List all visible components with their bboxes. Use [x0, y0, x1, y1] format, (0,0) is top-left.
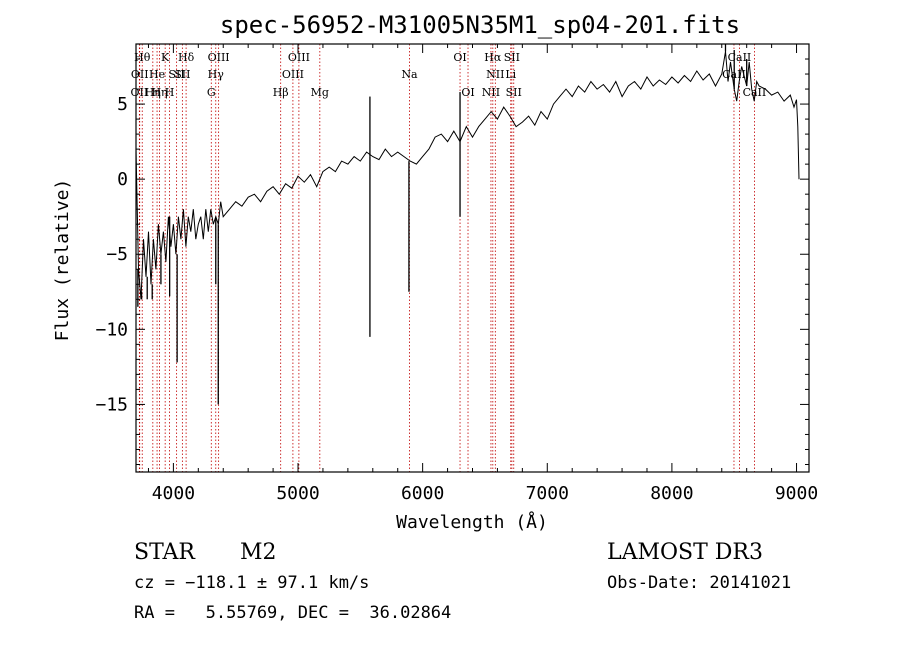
marker-label: G [207, 86, 216, 99]
y-tick-label: −5 [106, 244, 128, 265]
line-markers [138, 44, 755, 472]
star-class-label: STAR [134, 540, 195, 565]
chart-title: spec-56952-M31005N35M1_sp04-201.fits [220, 11, 740, 39]
marker-label: SII [174, 68, 190, 81]
y-tick-label: 5 [117, 94, 128, 115]
marker-label: Hα [484, 51, 502, 64]
marker-label: OI [453, 51, 466, 64]
x-tick-label: 9000 [775, 483, 818, 504]
star-subclass-label: M2 [240, 540, 277, 565]
x-tick-label: 5000 [276, 483, 319, 504]
obs-date-readout: Obs-Date: 20141021 [607, 573, 792, 593]
x-tick-label: 8000 [650, 483, 693, 504]
marker-label: SII [169, 68, 185, 81]
marker-label: Mg [311, 86, 329, 99]
marker-label: NII [486, 68, 504, 81]
marker-label: Na [401, 68, 418, 81]
marker-label: Hη [145, 86, 161, 99]
marker-label: OIII [208, 51, 230, 64]
survey-label: LAMOST DR3 [607, 540, 763, 565]
marker-label: Hδ [178, 51, 195, 64]
marker-label: CaII [743, 86, 767, 99]
line-marker-labels: OIIOIIHθHηHeHηKHSIISIIHδGHγOIIIHβOIIIOII… [131, 51, 767, 99]
coordinates-readout: RA = 5.55769, DEC = 36.02864 [134, 603, 452, 623]
marker-label: SII [504, 51, 520, 64]
marker-label: OIII [288, 51, 310, 64]
marker-label: Hη [151, 86, 167, 99]
y-axis-ticks: −15 −10 −5 0 5 [95, 43, 809, 465]
marker-label: Hβ [273, 86, 289, 99]
marker-label: K [161, 51, 170, 64]
marker-label: Hγ [208, 68, 225, 81]
y-tick-label: 0 [117, 169, 128, 190]
plot-frame [135, 43, 810, 473]
spectrum-line-group [135, 44, 800, 405]
x-tick-label: 4000 [152, 483, 195, 504]
marker-label: OIII [282, 68, 304, 81]
x-tick-label: 6000 [401, 483, 444, 504]
marker-label: Li [505, 68, 516, 81]
x-tick-label: 7000 [526, 483, 569, 504]
marker-label: OII [131, 86, 149, 99]
marker-label: H [165, 86, 175, 99]
marker-label: Hθ [134, 51, 151, 64]
y-tick-label: −10 [95, 319, 128, 340]
x-axis-label: Wavelength (Å) [396, 511, 548, 533]
marker-label: CaII [728, 51, 752, 64]
y-axis-label: Flux (relative) [52, 179, 73, 342]
spectrum-line [135, 51, 800, 300]
y-tick-label: −15 [95, 394, 128, 415]
marker-label: He [149, 68, 165, 81]
marker-label: NII [482, 86, 500, 99]
marker-label: OI [461, 86, 474, 99]
redshift-readout: cz = −118.1 ± 97.1 km/s [134, 573, 370, 593]
marker-label: SII [506, 86, 522, 99]
x-axis-ticks: 4000 5000 6000 7000 8000 9000 [147, 44, 818, 504]
